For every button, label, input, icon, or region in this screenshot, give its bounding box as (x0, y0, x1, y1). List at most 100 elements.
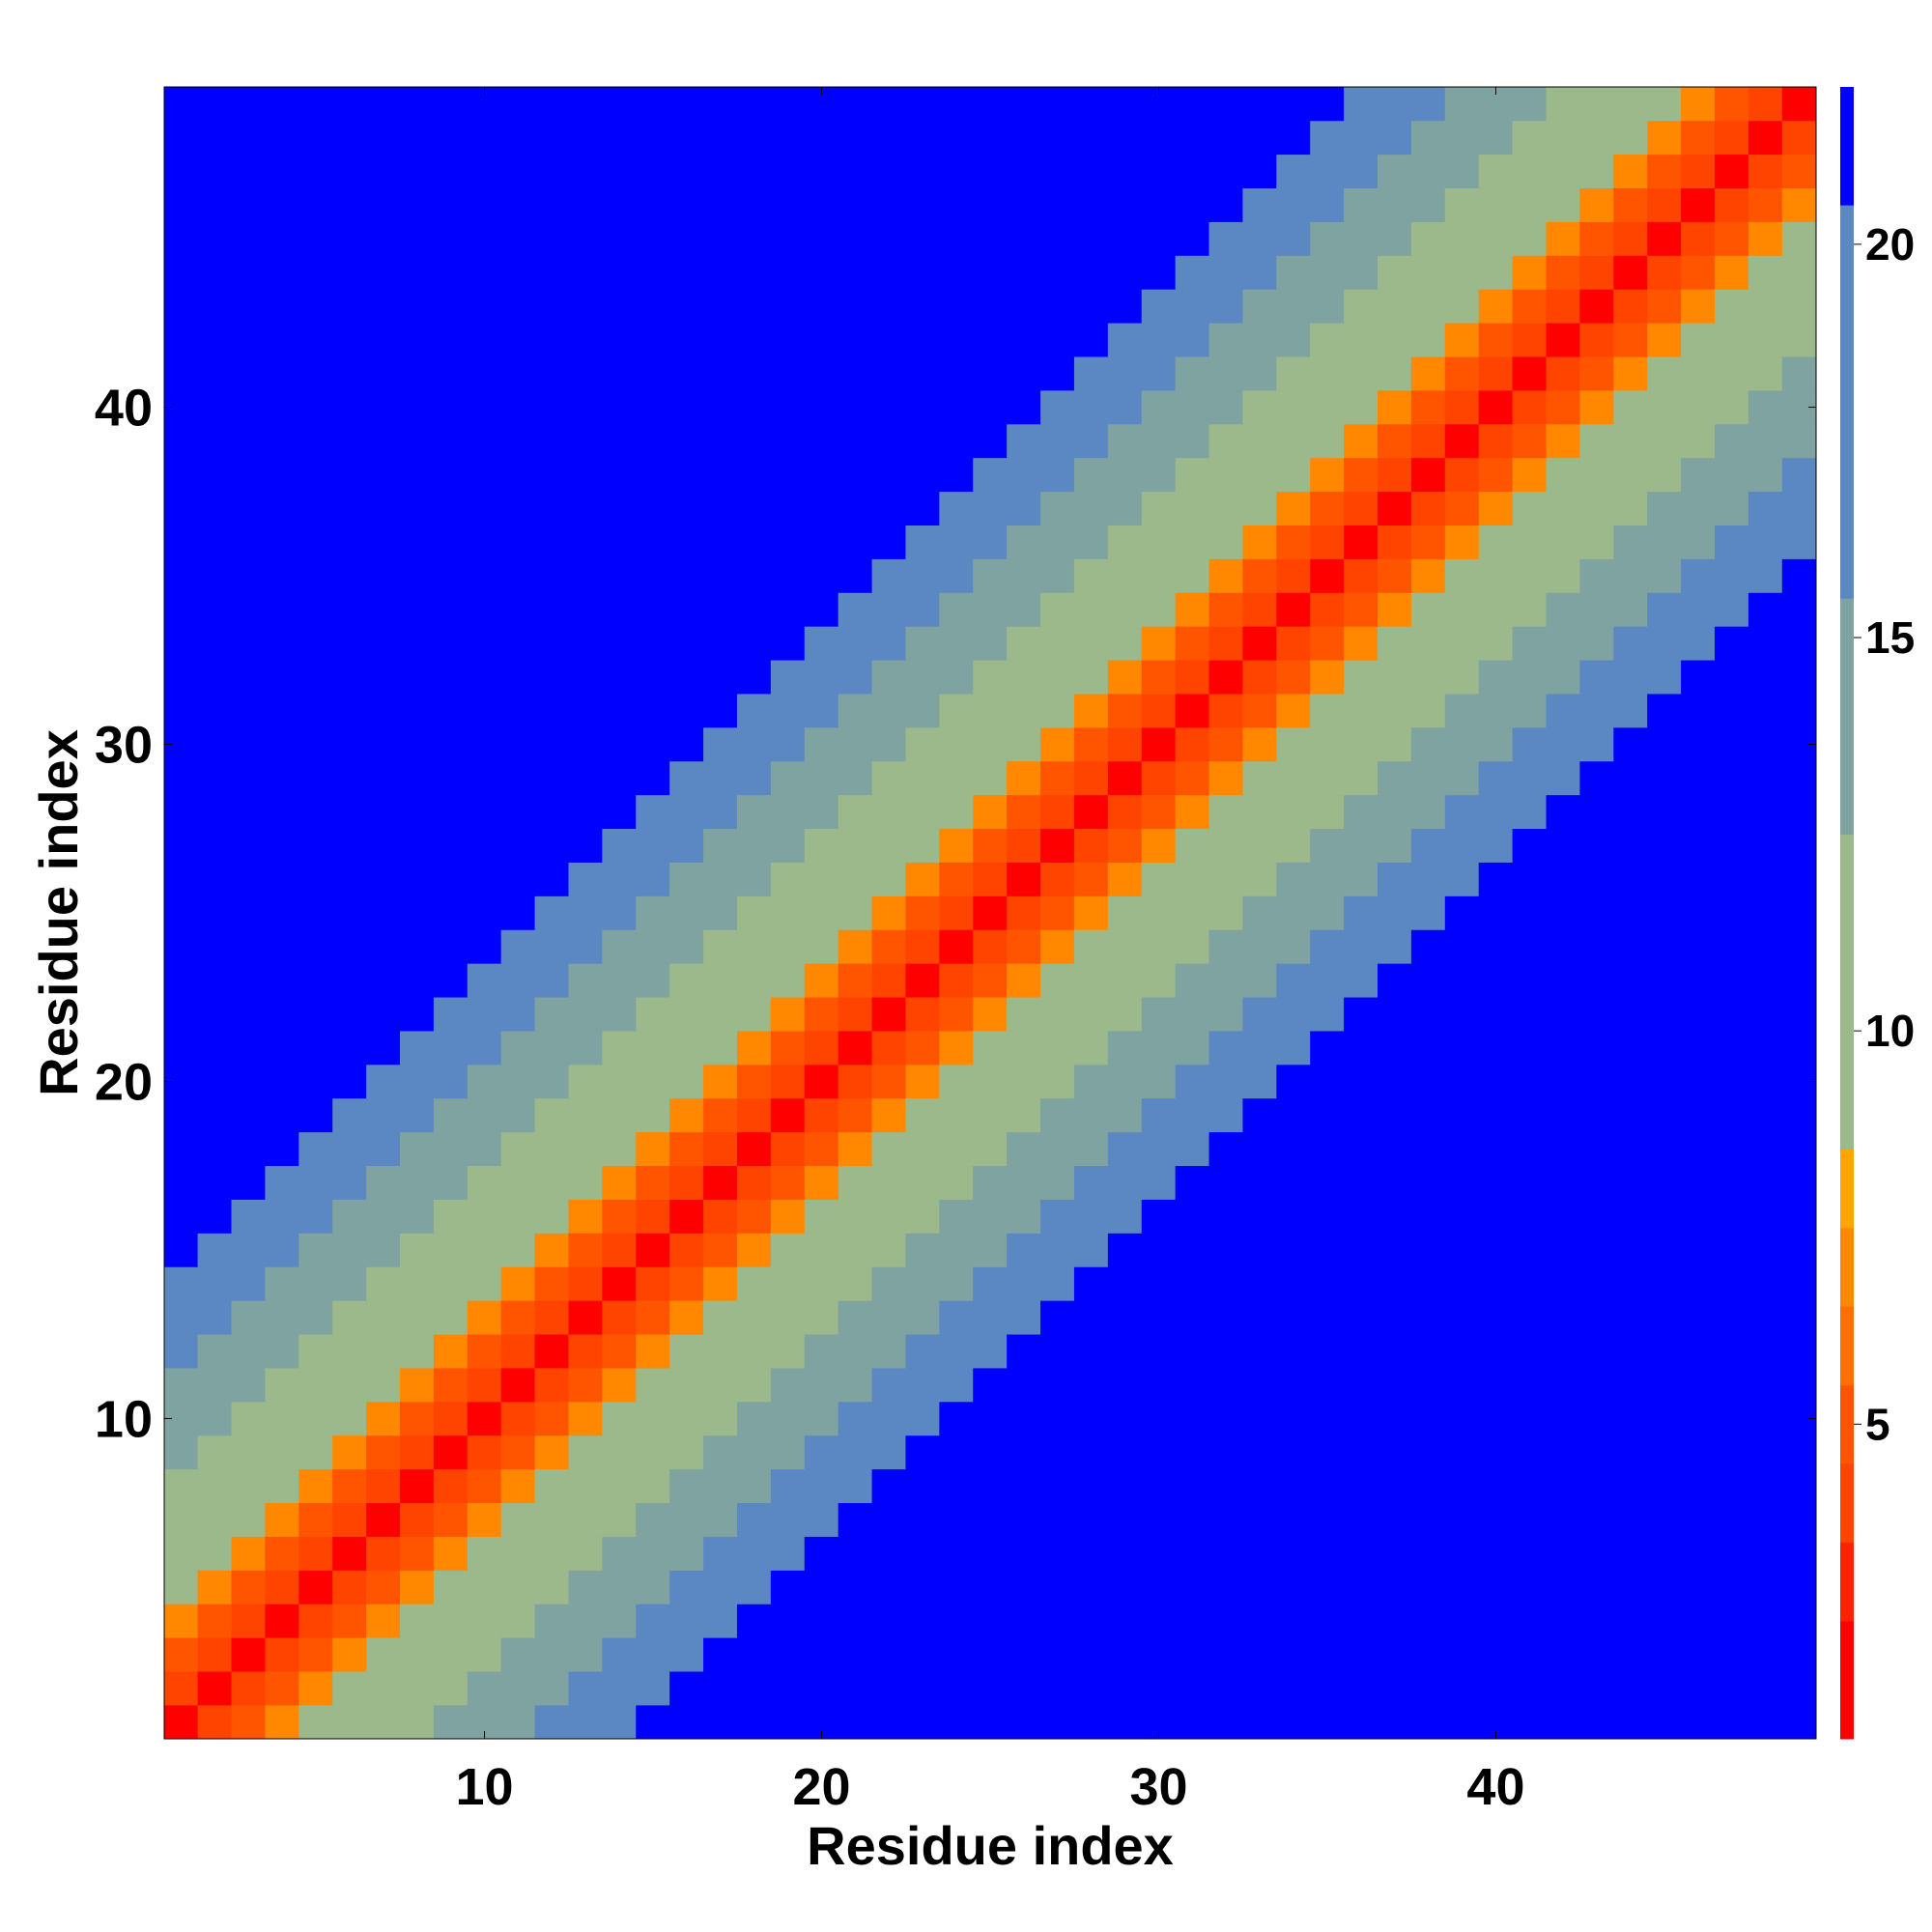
heatmap-cell (399, 1030, 435, 1065)
heatmap-cell (500, 1333, 536, 1369)
heatmap-cell (1410, 423, 1446, 459)
heatmap-cell (1681, 1165, 1716, 1200)
heatmap-cell (332, 1300, 367, 1335)
heatmap-cell (1444, 187, 1480, 222)
heatmap-cell (568, 659, 603, 695)
heatmap-cell (1681, 525, 1716, 559)
heatmap-cell (500, 154, 536, 188)
heatmap-cell (568, 626, 603, 661)
heatmap-cell (770, 659, 806, 695)
heatmap-cell (366, 355, 401, 391)
heatmap-cell (703, 322, 738, 357)
heatmap-cell (1444, 1704, 1480, 1740)
heatmap-cell (197, 1097, 233, 1133)
heatmap-cell (871, 457, 907, 493)
heatmap-cell (1107, 1536, 1143, 1571)
heatmap-cell (939, 322, 974, 357)
heatmap-cell (366, 1030, 401, 1065)
heatmap-cell (1579, 187, 1614, 222)
heatmap-cell (703, 1064, 738, 1099)
heatmap-cell (1444, 1266, 1480, 1301)
heatmap-cell (1512, 626, 1548, 661)
heatmap-cell (973, 1468, 1008, 1504)
heatmap-cell (163, 1266, 199, 1301)
heatmap-cell (905, 1233, 940, 1267)
heatmap-cell (636, 187, 670, 222)
heatmap-cell (1512, 895, 1548, 930)
heatmap-cell (838, 862, 873, 896)
heatmap-cell (332, 592, 367, 627)
heatmap-cell (1512, 289, 1548, 324)
heatmap-cell (1310, 1502, 1345, 1537)
heatmap-cell (1073, 1604, 1109, 1638)
heatmap-cell (1747, 355, 1783, 391)
heatmap-cell (1276, 322, 1311, 357)
heatmap-cell (973, 1670, 1008, 1706)
heatmap-cell (500, 895, 536, 930)
heatmap-cell (770, 491, 806, 526)
heatmap-cell (1175, 1704, 1210, 1740)
heatmap-cell (1141, 255, 1177, 290)
heatmap-cell (1310, 828, 1345, 863)
heatmap-cell (1141, 154, 1177, 188)
heatmap-cell (602, 760, 637, 796)
heatmap-cell (669, 1570, 704, 1605)
heatmap-cell (1040, 862, 1075, 896)
heatmap-cell (636, 1670, 670, 1706)
heatmap-cell (1410, 1570, 1446, 1605)
heatmap-cell (1378, 862, 1412, 896)
heatmap-cell (1747, 120, 1783, 156)
heatmap-cell (770, 626, 806, 661)
heatmap-cell (1781, 187, 1817, 222)
heatmap-cell (1579, 558, 1614, 593)
heatmap-cell (1715, 1367, 1749, 1403)
heatmap-cell (1175, 1233, 1210, 1267)
heatmap-cell (265, 1704, 299, 1740)
heatmap-cell (770, 1670, 806, 1706)
heatmap-cell (1747, 525, 1783, 559)
heatmap-cell (1378, 726, 1412, 762)
heatmap-cell (467, 1333, 502, 1369)
heatmap-cell (1747, 794, 1783, 830)
heatmap-cell (1208, 1333, 1244, 1369)
heatmap-cell (804, 1502, 839, 1537)
heatmap-cell (636, 693, 670, 728)
heatmap-cell (905, 423, 940, 459)
heatmap-cell (939, 1199, 974, 1234)
heatmap-cell (1242, 794, 1277, 830)
heatmap-cell (871, 1199, 907, 1234)
heatmap-cell (602, 1300, 637, 1335)
heatmap-cell (163, 693, 199, 728)
heatmap-cell (804, 1536, 839, 1571)
heatmap-cell (703, 794, 738, 830)
y-tick-label: 40 (95, 380, 153, 438)
heatmap-cell (1444, 491, 1480, 526)
heatmap-cell (399, 828, 435, 863)
heatmap-cell (1681, 154, 1716, 188)
heatmap-cell (1276, 1064, 1311, 1099)
heatmap-cell (467, 996, 502, 1032)
heatmap-cell (332, 1165, 367, 1200)
heatmap-cell (298, 726, 333, 762)
heatmap-cell (1378, 1604, 1412, 1638)
heatmap-cell (433, 120, 469, 156)
heatmap-cell (871, 1165, 907, 1200)
heatmap-cell (1512, 1536, 1548, 1571)
heatmap-cell (1276, 355, 1311, 391)
heatmap-cell (602, 1704, 637, 1740)
heatmap-cell (1781, 895, 1817, 930)
heatmap-cell (602, 255, 637, 290)
heatmap-cell (669, 828, 704, 863)
heatmap-cell (939, 525, 974, 559)
heatmap-cell (1579, 693, 1614, 728)
heatmap-cell (736, 1704, 772, 1740)
heatmap-cell (534, 1030, 570, 1065)
heatmap-cell (433, 1030, 469, 1065)
heatmap-cell (602, 1030, 637, 1065)
heatmap-cell (467, 1435, 502, 1470)
heatmap-cell (1040, 1468, 1075, 1504)
heatmap-cell (1276, 423, 1311, 459)
heatmap-cell (1410, 626, 1446, 661)
heatmap-cell (838, 221, 873, 256)
heatmap-cell (736, 187, 772, 222)
